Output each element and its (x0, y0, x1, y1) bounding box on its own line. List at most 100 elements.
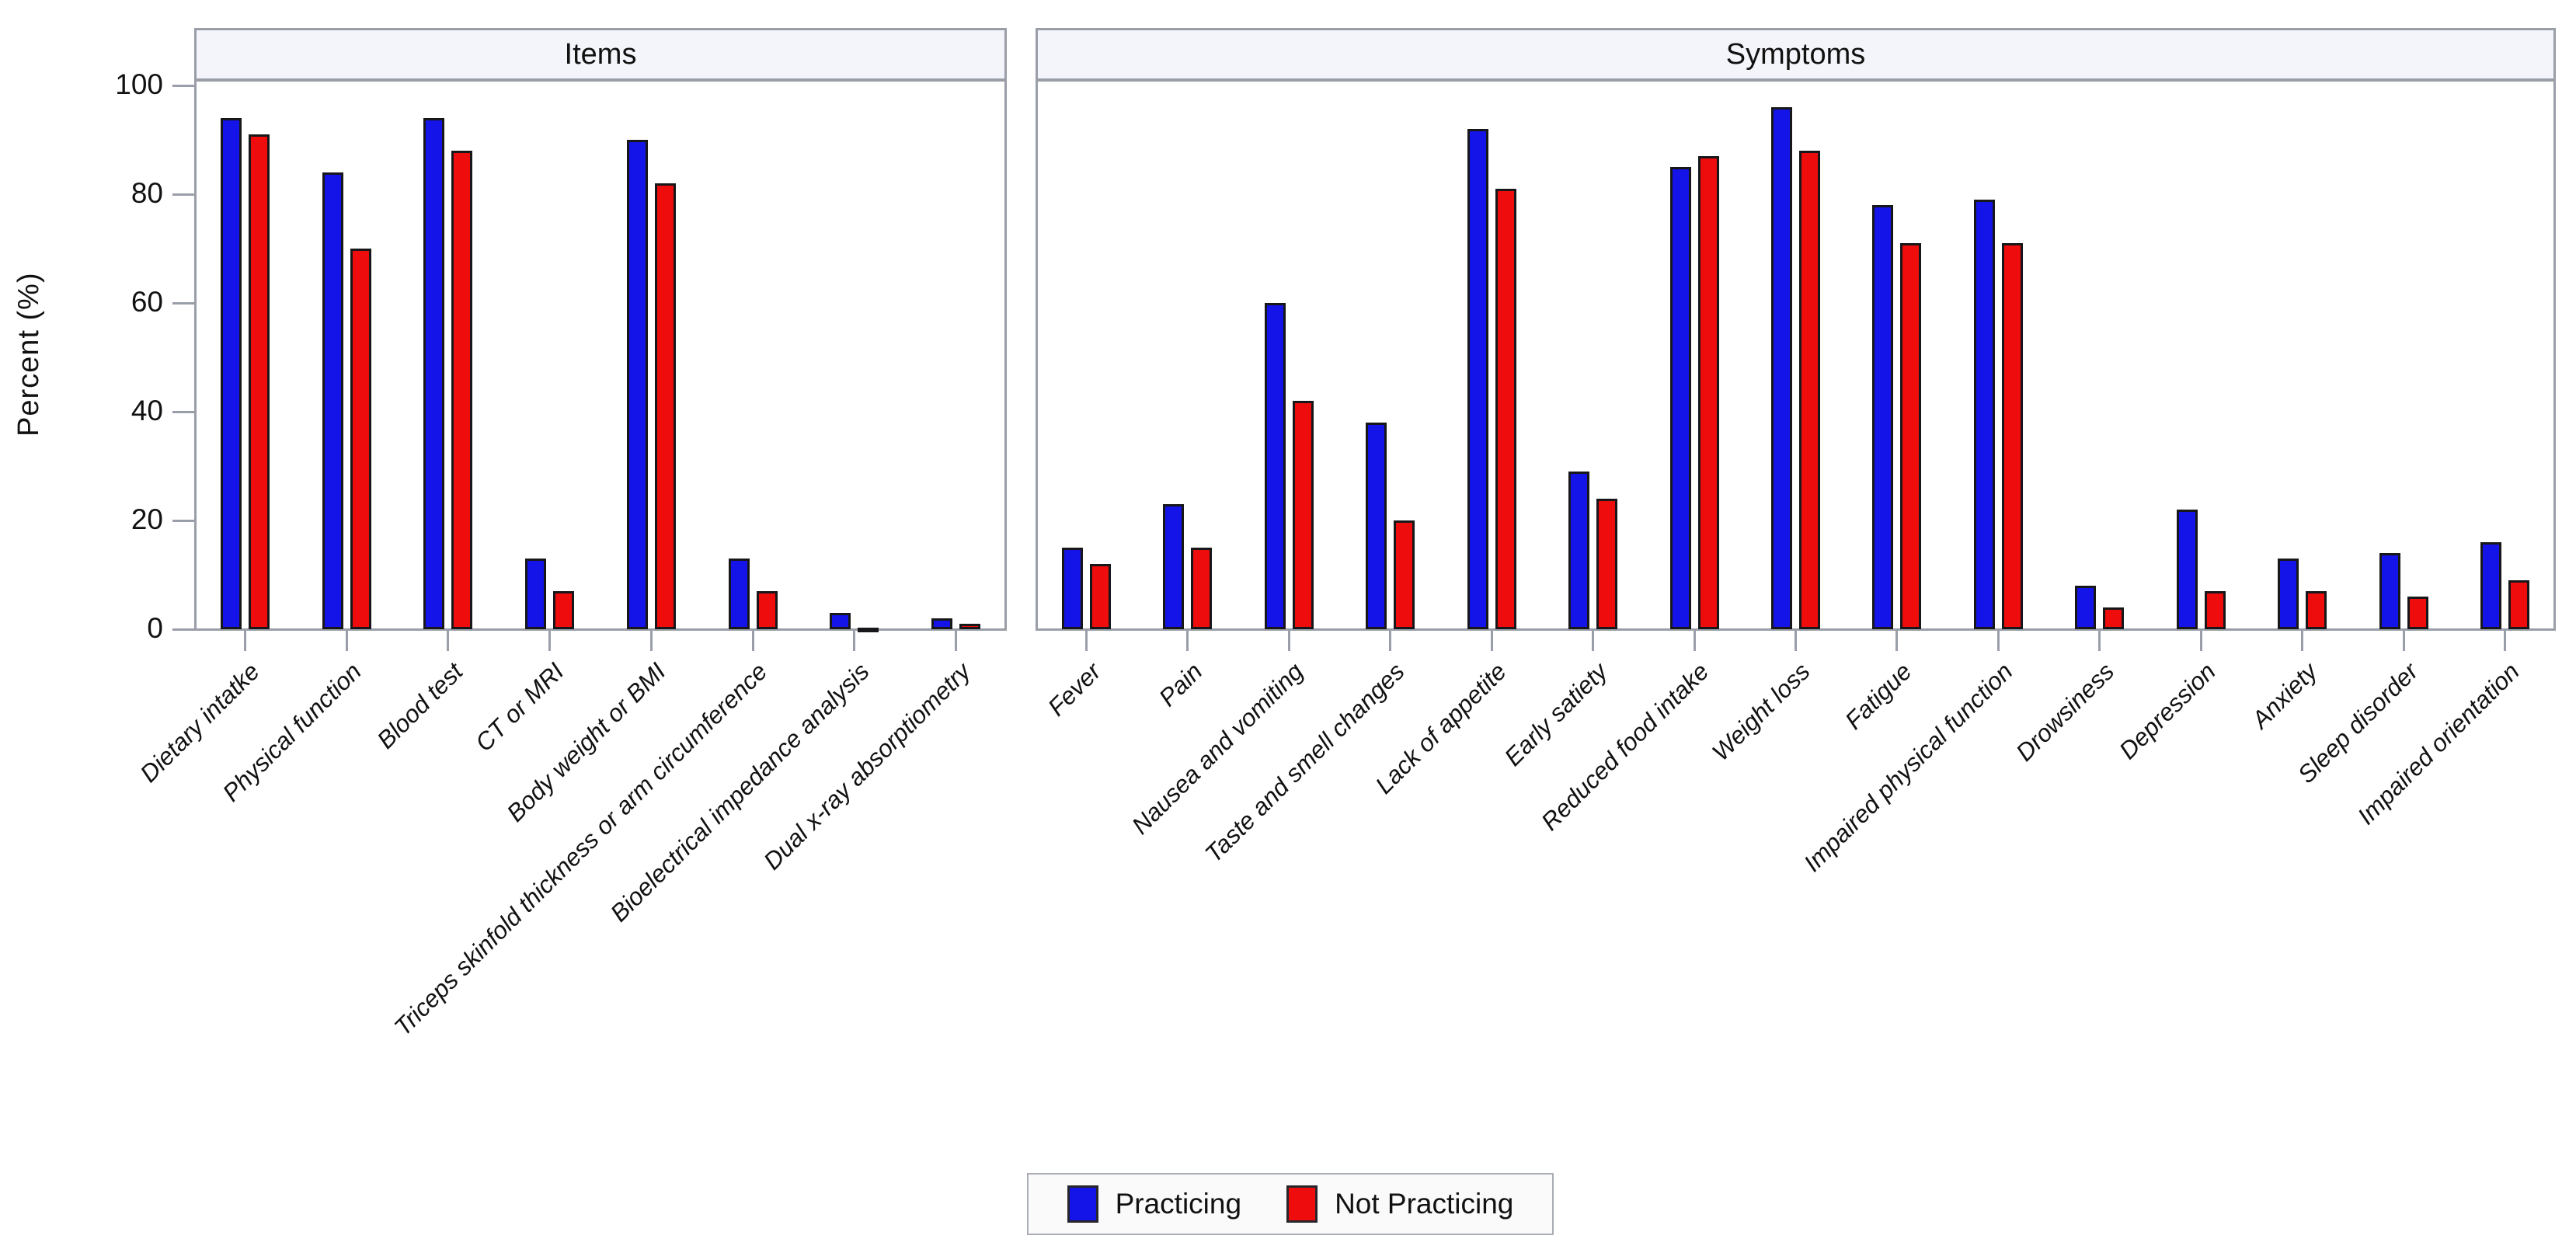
legend: Practicing Not Practicing (1027, 1173, 1554, 1235)
x-axis-tick (447, 631, 450, 651)
panel-header: Symptoms (1036, 28, 2556, 81)
y-axis-tick (172, 301, 194, 305)
bar-not-practicing (2306, 591, 2327, 629)
bar-not-practicing (2002, 243, 2023, 629)
bar-practicing (1974, 200, 1995, 629)
category-label: Impaired physical function (1798, 657, 2018, 877)
x-axis-tick (1287, 631, 1290, 651)
bar-practicing (1771, 107, 1792, 629)
panel-title: Symptoms (1725, 37, 1866, 71)
y-axis-tick (172, 519, 194, 522)
category-label: Fatigue (1839, 657, 1917, 735)
category-label: Fever (1042, 657, 1106, 722)
x-axis-tick (649, 631, 653, 651)
y-axis-tick-label: 0 (147, 612, 163, 645)
y-axis-tick (172, 84, 194, 87)
x-axis-tick (2402, 631, 2405, 651)
bar-not-practicing (959, 624, 980, 629)
category-label: Anxiety (2245, 657, 2323, 734)
y-axis-tick-label: 40 (131, 395, 163, 427)
x-axis-tick (1794, 631, 1797, 651)
legend-label-practicing: Practicing (1115, 1188, 1242, 1220)
bar-practicing (2278, 559, 2299, 629)
x-axis-tick (345, 631, 348, 651)
x-axis-tick (1592, 631, 1595, 651)
legend-swatch-practicing (1067, 1185, 1098, 1223)
category-label: Dual x-ray absorptiometry (757, 657, 976, 875)
category-label: Weight loss (1706, 657, 1815, 767)
x-axis-tick (2098, 631, 2101, 651)
bar-practicing (627, 140, 648, 629)
bar-not-practicing (757, 591, 778, 629)
bar-not-practicing (1394, 520, 1415, 629)
bar-not-practicing (1698, 156, 1719, 629)
bar-not-practicing (2103, 607, 2124, 629)
bar-not-practicing (655, 183, 676, 629)
bar-practicing (423, 118, 444, 629)
bar-practicing (729, 559, 750, 629)
x-axis-tick (1996, 631, 2000, 651)
bar-not-practicing (1191, 548, 1212, 629)
category-label: Drowsiness (2010, 657, 2120, 767)
x-axis-tick (1895, 631, 1899, 651)
bar-not-practicing (249, 134, 270, 629)
y-axis-tick-label: 100 (115, 68, 163, 101)
bar-practicing (1366, 423, 1387, 629)
bar-practicing (221, 118, 242, 629)
bar-not-practicing (2205, 591, 2226, 629)
bar-not-practicing (1596, 499, 1617, 629)
plot-area (1036, 79, 2556, 631)
bar-not-practicing (1293, 401, 1314, 629)
bar-practicing (2177, 510, 2198, 629)
x-axis-tick (1693, 631, 1696, 651)
x-axis-tick (2199, 631, 2202, 651)
category-label: Taste and smell changes (1199, 657, 1411, 868)
x-axis-tick (853, 631, 856, 651)
x-axis-tick (1084, 631, 1088, 651)
y-axis-tick (172, 410, 194, 413)
category-label: CT or MRI (469, 657, 570, 757)
y-axis-tick-label: 80 (131, 177, 163, 210)
bar-not-practicing (1900, 243, 1921, 629)
bar-practicing (525, 559, 546, 629)
bar-not-practicing (1090, 564, 1111, 629)
y-axis-tick (172, 193, 194, 196)
bar-practicing (1163, 504, 1184, 629)
x-axis-tick (2301, 631, 2304, 651)
bar-practicing (2075, 586, 2096, 629)
x-axis-tick (751, 631, 754, 651)
legend-label-not-practicing: Not Practicing (1335, 1188, 1514, 1220)
bar-practicing (1872, 205, 1893, 629)
bar-not-practicing (858, 628, 879, 632)
bar-practicing (1670, 167, 1691, 629)
x-axis-tick (243, 631, 246, 651)
bar-practicing (1062, 548, 1083, 629)
bar-practicing (830, 613, 851, 629)
x-axis-tick (1389, 631, 1392, 651)
category-label: Reduced food intake (1535, 657, 1714, 836)
bar-practicing (322, 172, 343, 629)
bar-not-practicing (451, 151, 472, 629)
category-label: Pain (1153, 657, 1208, 712)
x-axis-tick (1490, 631, 1493, 651)
x-axis-tick (2504, 631, 2507, 651)
x-axis-tick (955, 631, 958, 651)
bar-practicing (1568, 472, 1589, 629)
legend-swatch-not-practicing (1286, 1185, 1318, 1223)
panel-header: Items (194, 28, 1007, 81)
bar-not-practicing (553, 591, 574, 629)
category-label: Nausea and vomiting (1126, 657, 1309, 840)
y-axis-tick-label: 60 (131, 286, 163, 318)
category-label: Blood test (371, 657, 468, 754)
bar-not-practicing (350, 249, 371, 629)
bar-not-practicing (2407, 597, 2428, 629)
plot-area (194, 79, 1007, 631)
bar-not-practicing (1799, 151, 1820, 629)
category-label: Depression (2113, 657, 2221, 765)
y-axis-title: Percent (%) (12, 272, 45, 437)
x-axis-tick (548, 631, 552, 651)
bar-not-practicing (2508, 580, 2529, 629)
bar-practicing (2379, 553, 2400, 629)
bar-practicing (931, 618, 952, 629)
